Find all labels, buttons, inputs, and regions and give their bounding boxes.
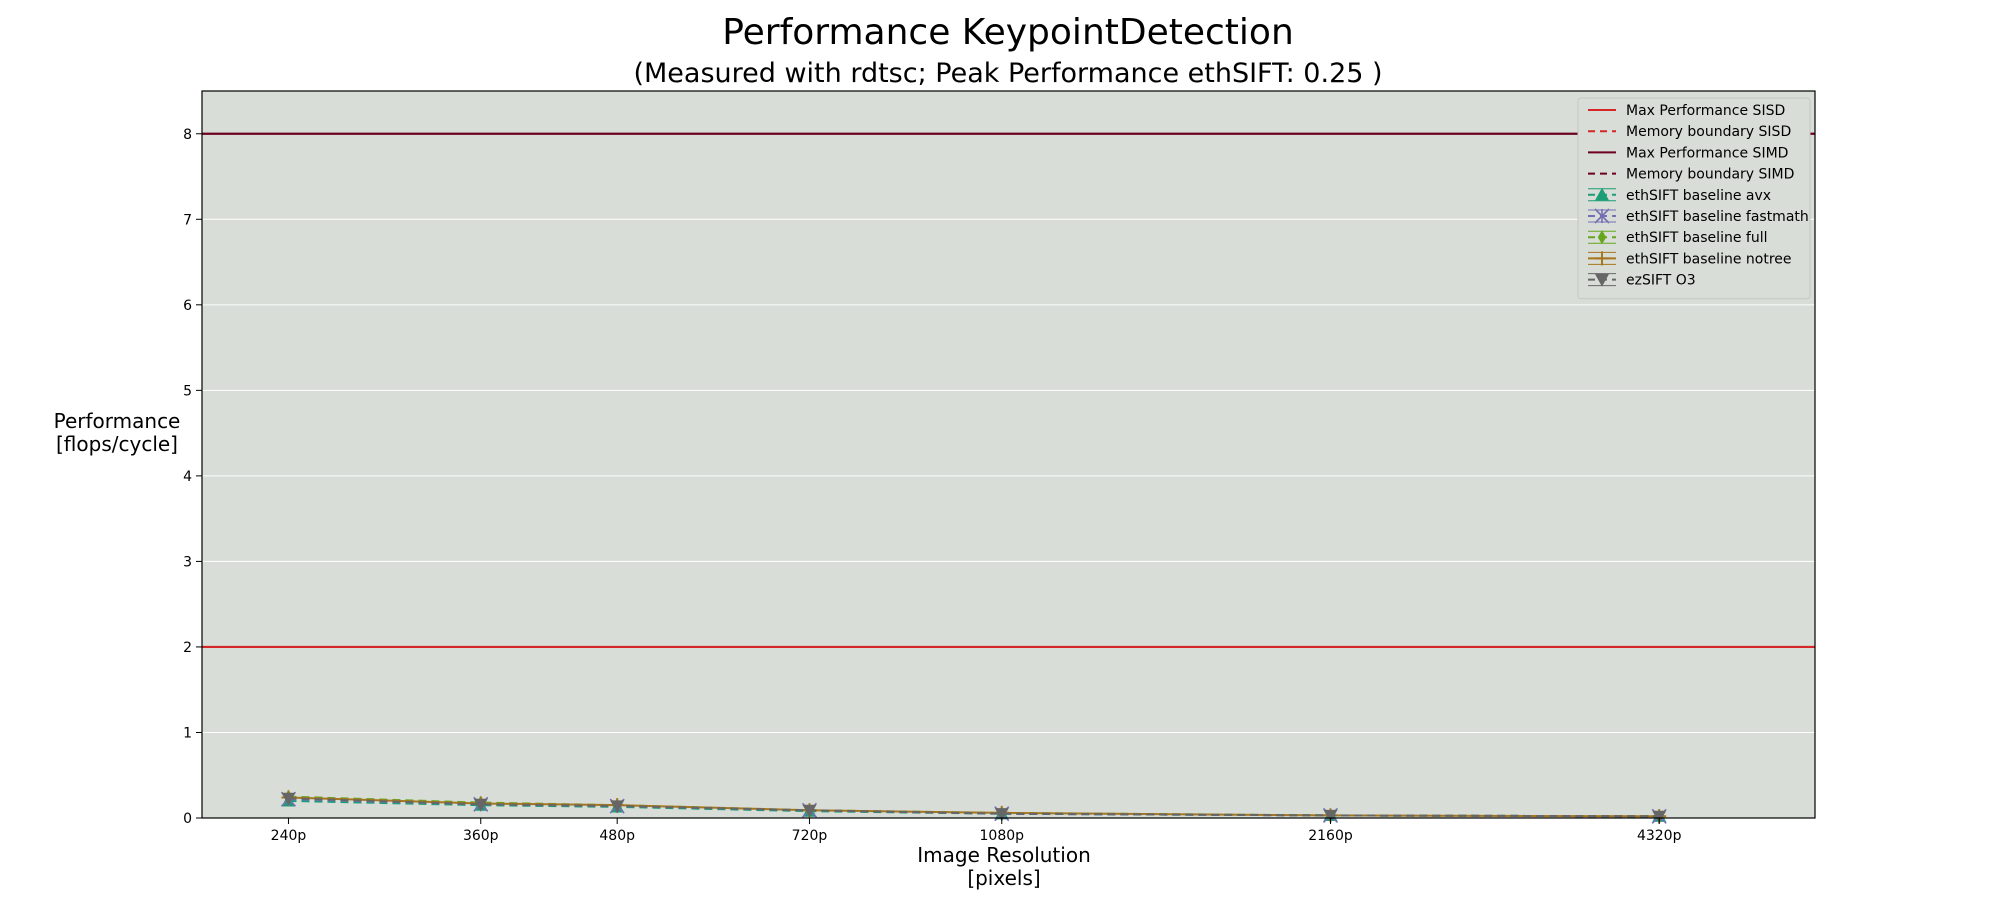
legend-label: Memory boundary SISD — [1626, 124, 1791, 140]
x-tick-label: 2160p — [1308, 828, 1353, 844]
legend: Max Performance SISD Memory boundary SISD… — [1577, 97, 1811, 300]
y-tick-label: 7 — [183, 212, 192, 228]
legend-label: Memory boundary SIMD — [1626, 167, 1794, 183]
data-point — [281, 792, 296, 806]
legend-item: ethSIFT baseline full — [1588, 230, 1767, 246]
x-tick-label: 360p — [463, 828, 499, 844]
reference-lines — [202, 132, 1815, 649]
legend-box — [1577, 97, 1811, 300]
chart-title: Performance KeypointDetection — [722, 12, 1294, 53]
y-axis: 0 1 2 3 4 5 6 7 8 — [183, 127, 202, 827]
data-point — [1594, 208, 1610, 224]
plot-area — [202, 91, 1815, 818]
y-axis-label: Performance [flops/cycle] — [54, 409, 181, 456]
series — [281, 792, 1667, 824]
x-tick-label: 720p — [792, 828, 828, 844]
data-point — [1323, 809, 1338, 823]
legend-item: ezSIFT O3 — [1588, 273, 1696, 289]
y-tick-label: 3 — [183, 554, 192, 570]
x-axis: 240p 360p 480p 720p 1080p 2160p 4320p — [271, 818, 1682, 844]
data-point — [1595, 251, 1609, 266]
legend-item: ethSIFT baseline notree — [1588, 251, 1792, 267]
legend-label: ethSIFT baseline fastmath — [1626, 209, 1809, 225]
legend-item: ethSIFT baseline avx — [1588, 187, 1771, 204]
data-point — [1595, 274, 1609, 287]
legend-label: Max Performance SISD — [1626, 103, 1785, 119]
data-point — [473, 798, 488, 812]
data-point — [1652, 810, 1667, 824]
legend-label: ethSIFT baseline notree — [1626, 251, 1792, 267]
legend-item: ethSIFT baseline fastmath — [1588, 208, 1809, 225]
y-tick-label: 1 — [183, 725, 192, 741]
x-axis-label: Image Resolution [pixels] — [917, 843, 1091, 890]
chart-subtitle: (Measured with rdtsc; Peak Performance e… — [633, 58, 1382, 89]
data-point — [802, 804, 817, 818]
legend-item: Max Performance SIMD — [1588, 145, 1788, 161]
y-tick-label: 8 — [183, 127, 192, 143]
y-tick-label: 4 — [183, 469, 192, 485]
legend-label: ethSIFT baseline full — [1626, 230, 1767, 246]
legend-label: ethSIFT baseline avx — [1626, 188, 1771, 204]
legend-label: Max Performance SIMD — [1626, 145, 1788, 161]
x-tick-label: 240p — [271, 828, 307, 844]
legend-item: Memory boundary SISD — [1588, 124, 1791, 140]
plot-frame — [201, 90, 1816, 819]
x-tick-label: 480p — [599, 828, 635, 844]
y-tick-label: 5 — [183, 383, 192, 399]
legend-item: Max Performance SISD — [1588, 103, 1785, 119]
y-tick-label: 0 — [183, 811, 192, 827]
data-point — [994, 808, 1009, 821]
y-tick-label: 6 — [183, 298, 192, 314]
data-point — [610, 800, 625, 814]
x-tick-label: 4320p — [1637, 828, 1682, 844]
series-layer — [280, 789, 1667, 824]
legend-item: Memory boundary SIMD — [1588, 167, 1794, 183]
x-tick-label: 1080p — [980, 828, 1025, 844]
data-point — [1597, 230, 1607, 245]
legend-label: ezSIFT O3 — [1626, 273, 1696, 289]
data-point — [1595, 187, 1609, 201]
y-tick-label: 2 — [183, 640, 192, 656]
